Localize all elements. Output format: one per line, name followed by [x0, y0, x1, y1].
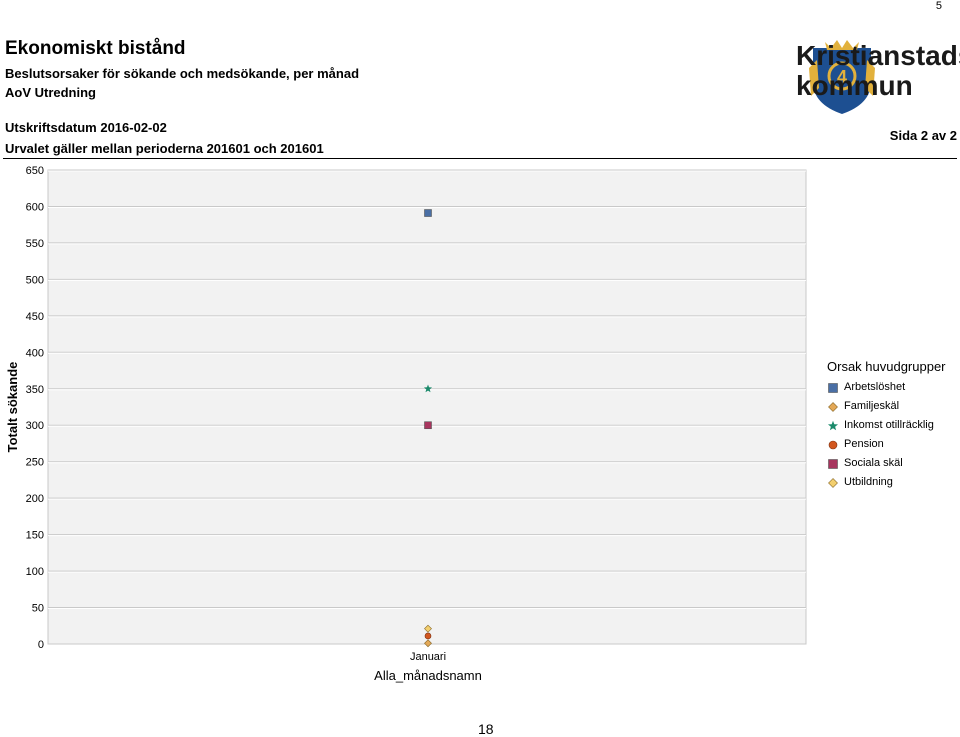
data-point: [424, 624, 432, 633]
sheet-indicator: Sida 2 av 2: [889, 128, 957, 143]
legend-entry: Sociala skäl: [844, 457, 903, 469]
data-point: [424, 209, 432, 217]
y-tick-label: 300: [26, 420, 44, 432]
municipality-shield-icon: 4: [809, 40, 875, 114]
legend-marker: [828, 459, 838, 469]
legend-entry: Familjeskäl: [844, 400, 900, 412]
legend-entry: Inkomst otillräcklig: [844, 419, 934, 431]
legend-marker: [828, 383, 838, 393]
y-tick-label: 100: [26, 566, 44, 578]
data-point: [423, 384, 433, 393]
selection-range: Urvalet gäller mellan perioderna 201601 …: [5, 141, 324, 156]
y-tick-label: 550: [26, 238, 44, 250]
legend-entry: Pension: [844, 438, 884, 450]
scatter-chart: 050100150200250300350400450500550600650 …: [5, 165, 839, 683]
legend-entry: Arbetslöshet: [844, 381, 906, 393]
footer-page-number: 18: [478, 721, 494, 737]
logo-text-line2: kommun: [796, 70, 913, 101]
y-tick-label: 650: [26, 165, 44, 177]
y-tick-label: 500: [26, 274, 44, 286]
y-tick-label: 400: [26, 347, 44, 359]
y-tick-label: 150: [26, 530, 44, 542]
legend-marker: [828, 478, 838, 488]
data-point: [424, 421, 432, 430]
y-tick-label: 350: [26, 384, 44, 396]
department-label: AoV Utredning: [5, 85, 96, 100]
y-tick-label: 600: [26, 201, 44, 213]
report-subtitle: Beslutsorsaker för sökande och medsökand…: [5, 66, 360, 81]
logo-text-line1: Kristianstads: [796, 40, 960, 71]
legend-marker: [828, 402, 838, 412]
svg-text:4: 4: [837, 67, 847, 87]
y-tick-label: 0: [38, 639, 44, 651]
legend-entry: Utbildning: [844, 476, 893, 488]
y-tick-label: 250: [26, 457, 44, 469]
y-tick-label: 50: [32, 603, 44, 615]
y-tick-label: 200: [26, 493, 44, 505]
plot-area: [47, 169, 807, 645]
page-number: 5: [935, 0, 942, 12]
x-tick-label: Januari: [410, 651, 446, 663]
x-axis-label: Alla_månadsnamn: [374, 668, 482, 683]
report-title: Ekonomiskt bistånd: [5, 38, 186, 59]
header-divider: [3, 158, 957, 159]
legend-marker: [827, 420, 839, 431]
data-point: [424, 632, 432, 640]
legend-marker: [828, 440, 838, 450]
legend-title: Orsak huvudgrupper: [827, 359, 946, 374]
y-axis-label: Totalt sökande: [5, 362, 20, 453]
data-point: [424, 639, 432, 648]
y-tick-label: 450: [26, 311, 44, 323]
print-date: Utskriftsdatum 2016-02-02: [5, 120, 167, 135]
